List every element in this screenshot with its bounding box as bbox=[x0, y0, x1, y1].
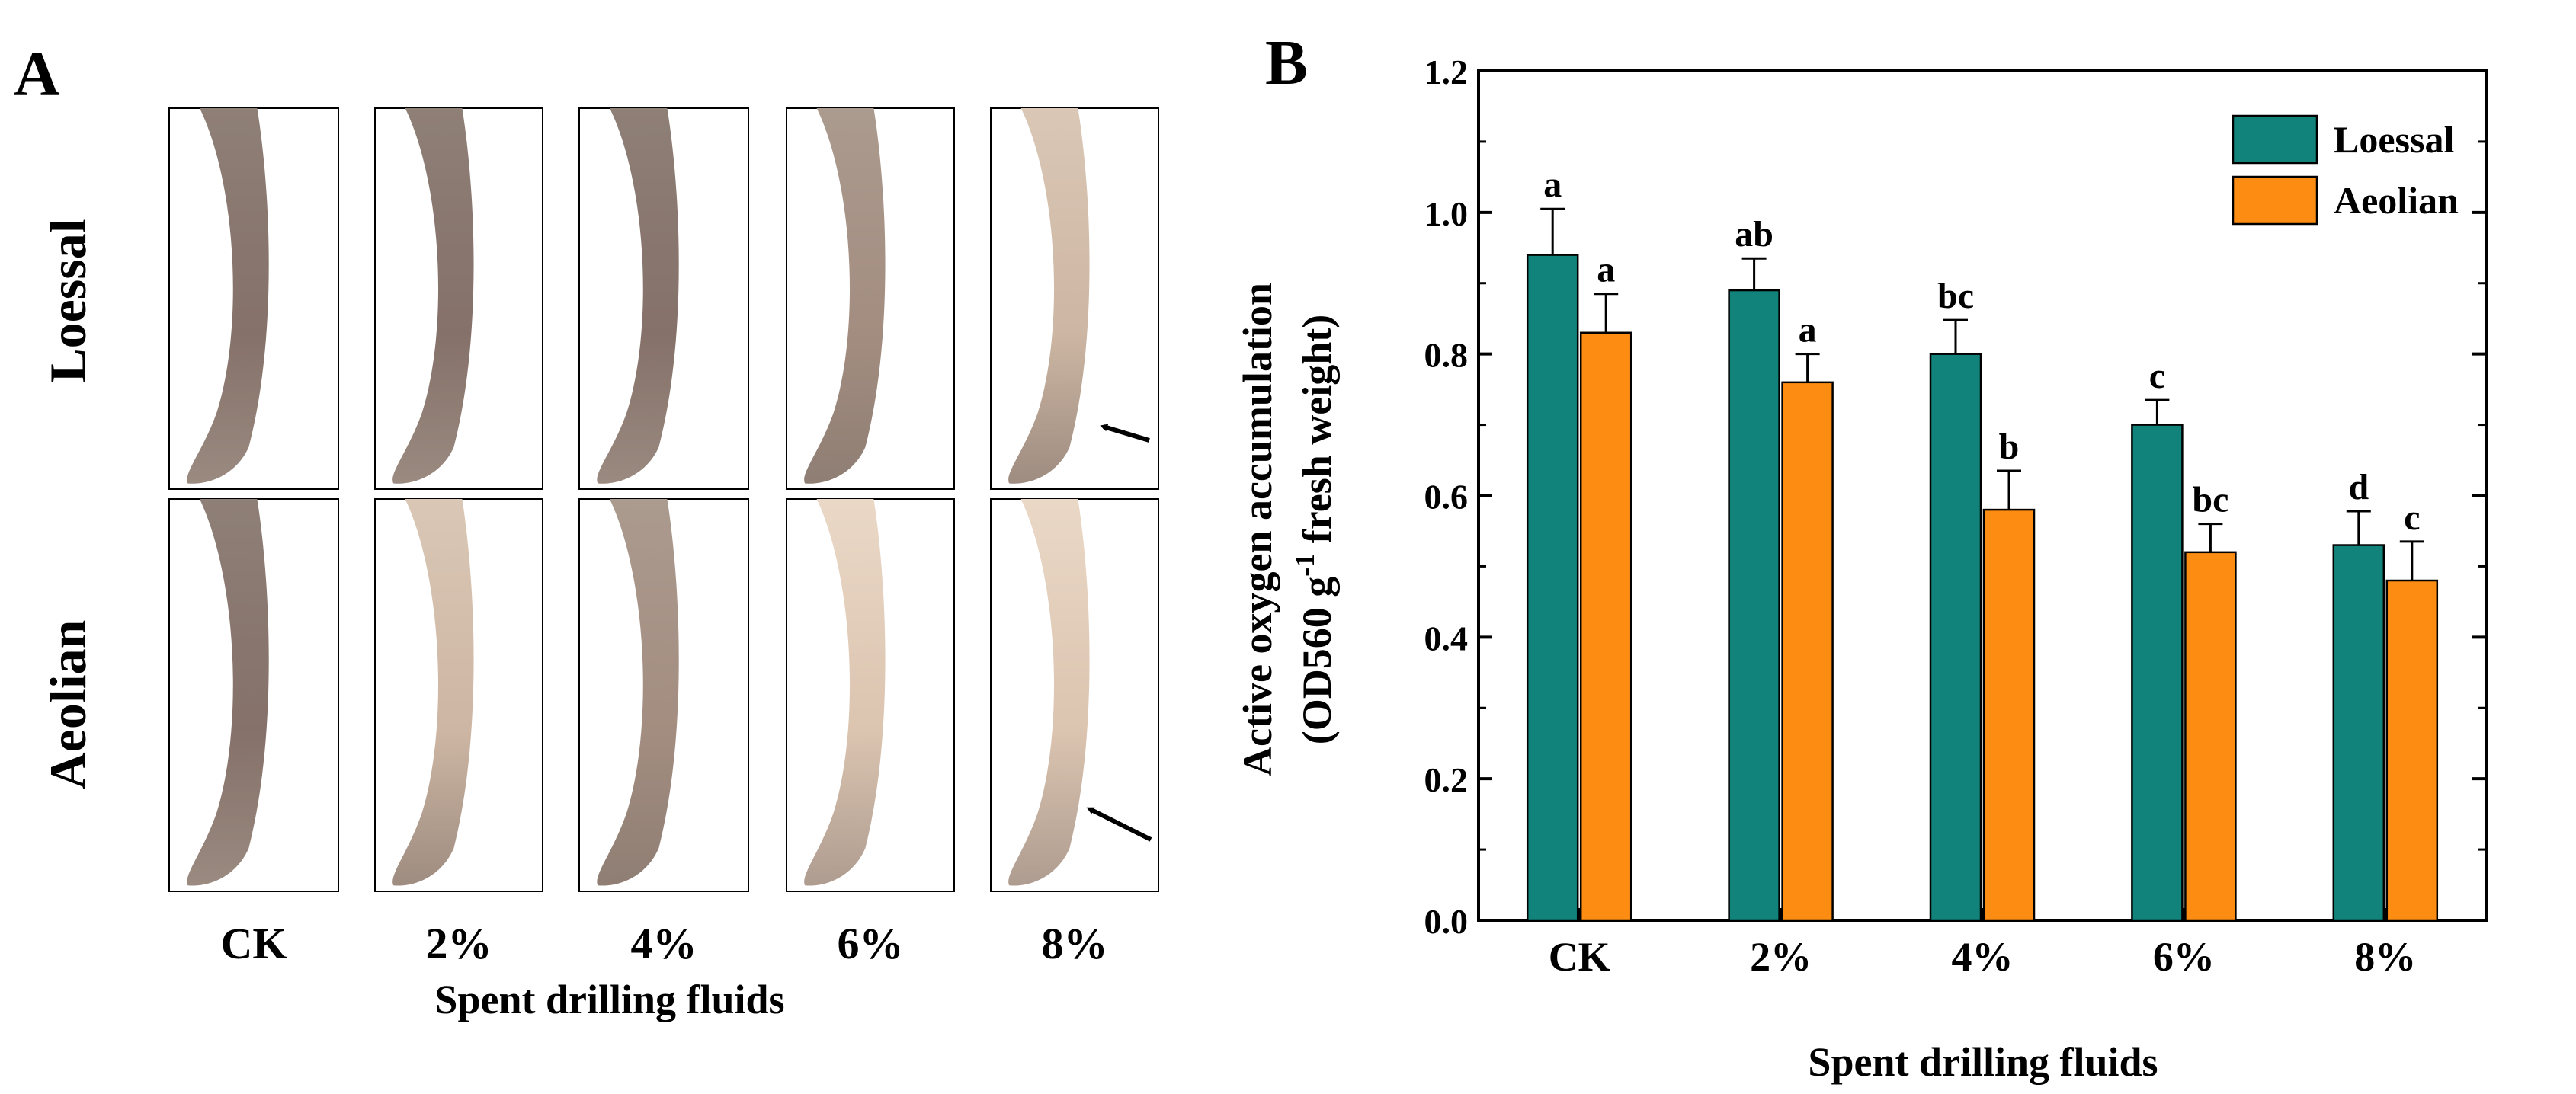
root-image bbox=[578, 107, 749, 490]
bar-aeolian bbox=[1579, 331, 1632, 922]
chart-plot: 0.0 0.2 0.4 0.6 0.8 1.0 1.2 CK a a 2% ab a 4% bc b 6% c bc… bbox=[1424, 53, 2488, 980]
bar-loessal bbox=[1728, 289, 1780, 922]
panel-a-label: A bbox=[14, 39, 60, 110]
bar-loessal bbox=[1526, 254, 1579, 922]
panel-a: A Loessal Aeolian CK 2% 4% 6% 8% Spent drill… bbox=[14, 39, 1159, 1022]
legend-label: Aeolian bbox=[2334, 179, 2459, 222]
x-tick-label: 2% bbox=[1750, 934, 1812, 980]
significance-letter: a bbox=[1597, 250, 1615, 290]
legend-swatch-aeolian bbox=[2232, 175, 2318, 226]
y-tick-label: 0.4 bbox=[1424, 619, 1469, 657]
x-tick-label: CK bbox=[1549, 934, 1610, 980]
bar-aeolian bbox=[1982, 508, 2036, 922]
root-tip bbox=[1008, 499, 1090, 886]
x-tick-label: 6% bbox=[2153, 934, 2215, 980]
column-label: 6% bbox=[838, 919, 904, 968]
root-tip bbox=[1008, 108, 1090, 484]
bar-aeolian bbox=[2385, 579, 2439, 922]
significance-letter: bc bbox=[1937, 276, 1974, 316]
significance-letter: a bbox=[1543, 165, 1562, 205]
root-tip bbox=[187, 499, 269, 886]
root-tip bbox=[187, 108, 269, 484]
column-labels: CK 2% 4% 6% 8% bbox=[221, 919, 1108, 968]
root-tip bbox=[597, 108, 679, 484]
root-image bbox=[168, 498, 339, 892]
y-tick-label: 0.8 bbox=[1424, 336, 1469, 375]
arrow-icon bbox=[1100, 424, 1150, 443]
root-tip bbox=[597, 499, 679, 886]
y-tick-label: 1.2 bbox=[1424, 53, 1469, 91]
column-label: 4% bbox=[631, 919, 697, 968]
root-image bbox=[374, 498, 543, 892]
root-image bbox=[786, 107, 955, 490]
x-axis-label: Spent drilling fluids bbox=[1808, 1039, 2158, 1085]
column-label: CK bbox=[221, 919, 287, 968]
row-label-loessal: Loessal bbox=[39, 219, 97, 382]
significance-letter: c bbox=[2149, 356, 2165, 396]
y-tick-label: 0.6 bbox=[1424, 478, 1469, 517]
significance-letter: a bbox=[1799, 310, 1817, 350]
root-image bbox=[786, 498, 955, 892]
y-axis-label-line2: (OD560 g-1 fresh weight) bbox=[1290, 315, 1340, 744]
legend-swatch-loessal bbox=[2232, 114, 2318, 165]
root-image bbox=[578, 498, 749, 892]
panel-b-label: B bbox=[1265, 27, 1308, 98]
y-axis-label-line1: Active oxygen accumulation bbox=[1235, 283, 1280, 776]
root-image bbox=[990, 498, 1159, 892]
bar-loessal bbox=[2131, 424, 2184, 922]
arrow-icon bbox=[1086, 807, 1152, 842]
panel-b: B Active oxygen accumulation (OD560 g-1 … bbox=[1235, 27, 2488, 1085]
root-image bbox=[168, 107, 339, 490]
column-label: 2% bbox=[426, 919, 492, 968]
y-tick-label: 0.0 bbox=[1424, 902, 1469, 941]
x-tick-label: 4% bbox=[1952, 934, 2014, 980]
legend-label: Loessal bbox=[2334, 118, 2454, 161]
significance-letter: b bbox=[1999, 427, 2020, 467]
x-tick-label: 8% bbox=[2354, 934, 2416, 980]
panel-a-xlabel: Spent drilling fluids bbox=[434, 977, 784, 1022]
column-label: 8% bbox=[1042, 919, 1108, 968]
significance-letter: d bbox=[2348, 467, 2369, 507]
root-image-grid bbox=[168, 107, 1159, 892]
root-tip bbox=[392, 108, 474, 484]
significance-letter: c bbox=[2404, 497, 2420, 538]
bar-aeolian bbox=[1781, 381, 1834, 922]
y-tick-label: 1.0 bbox=[1424, 194, 1469, 233]
y-tick-label: 0.2 bbox=[1424, 760, 1469, 799]
row-label-aeolian: Aeolian bbox=[39, 620, 97, 790]
bar-aeolian bbox=[2184, 551, 2237, 922]
root-tip bbox=[804, 108, 886, 484]
root-tip bbox=[392, 499, 474, 886]
bar-loessal bbox=[1929, 353, 1982, 922]
significance-letter: bc bbox=[2192, 480, 2228, 520]
bar-loessal bbox=[2332, 544, 2385, 922]
root-image bbox=[374, 107, 543, 490]
significance-letter: ab bbox=[1735, 214, 1773, 254]
root-tip bbox=[804, 499, 886, 886]
root-image bbox=[990, 107, 1159, 490]
